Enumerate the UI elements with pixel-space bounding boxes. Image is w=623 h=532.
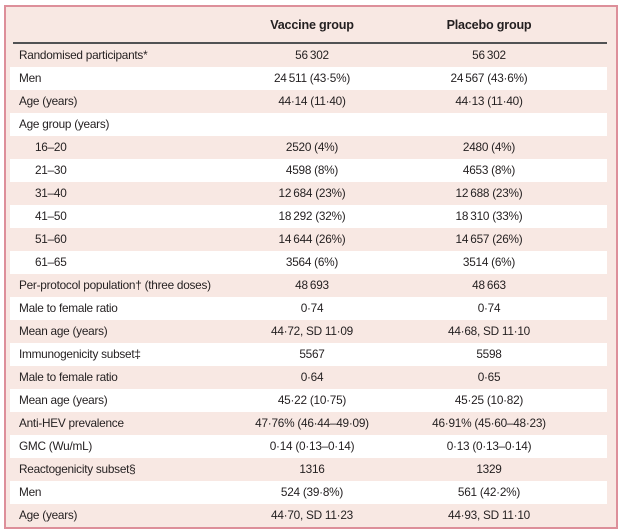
vaccine-group-value: 5567 — [299, 347, 325, 361]
vaccine-group-value: 12 684 (23%) — [278, 186, 346, 200]
row-label: Male to female ratio — [19, 370, 118, 384]
table-row: GMC (Wu/mL) 0·14 (0·13–0·14) 0·13 (0·13–0·… — [10, 434, 607, 458]
row-label: Anti-HEV prevalence — [19, 416, 124, 430]
vaccine-group-value: 524 (39·8%) — [280, 485, 344, 499]
vaccine-group-value: 0·64 — [300, 370, 324, 384]
column-header-placebo-group: Placebo group — [446, 17, 532, 32]
vaccine-group-value: 4598 (8%) — [285, 163, 339, 177]
vaccine-group-value: 24 511 (43·5%) — [273, 71, 351, 85]
vaccine-group-value: 14 644 (26%) — [278, 232, 346, 246]
placebo-group-value: 0·74 — [477, 301, 501, 315]
placebo-group-value: 561 (42·2%) — [457, 485, 521, 499]
vaccine-group-value: 44·14 (11·40) — [278, 94, 346, 108]
table-row: Male to female ratio 0·64 0·65 — [10, 366, 607, 389]
placebo-group-value: 45·25 (10·82) — [454, 393, 524, 407]
vaccine-group-value: 48 693 — [295, 278, 329, 292]
vaccine-group-value: 3564 (6%) — [285, 255, 339, 269]
placebo-group-value: 46·91% (45·60–48·23) — [432, 416, 546, 430]
table-header-row: Vaccine group Placebo group — [10, 7, 607, 42]
vaccine-group-value: 0·14 (0·13–0·14) — [269, 439, 355, 453]
placebo-group-value: 12 688 (23%) — [455, 186, 523, 200]
row-label: Immunogenicity subset‡ — [19, 347, 141, 361]
table-row: 16–20 2520 (4%) 2480 (4%) — [10, 136, 607, 159]
vaccine-group-value: 44·70, SD 11·23 — [271, 508, 353, 522]
placebo-group-value: 4653 (8%) — [462, 163, 516, 177]
vaccine-group-value: 0·74 — [300, 301, 324, 315]
table-row: Age group (years) — [10, 112, 607, 136]
table-row: Age (years) 44·70, SD 11·23 44·93, SD 11·1… — [10, 504, 607, 527]
placebo-group-value: 48 663 — [472, 278, 506, 292]
table-row: 31–40 12 684 (23%) 12 688 (23%) — [10, 182, 607, 205]
row-label: Male to female ratio — [19, 301, 118, 315]
table-row: 21–30 4598 (8%) 4653 (8%) — [10, 158, 607, 182]
placebo-group-value: 2480 (4%) — [462, 140, 516, 154]
vaccine-group-value: 45·22 (10·75) — [277, 393, 347, 407]
table-row: 61–65 3564 (6%) 3514 (6%) — [10, 250, 607, 274]
placebo-group-value: 56 302 — [472, 48, 506, 62]
row-label: Mean age (years) — [19, 324, 108, 338]
placebo-group-value: 0·65 — [477, 370, 501, 384]
row-label: 16–20 — [35, 140, 67, 154]
table-row: Reactogenicity subset§ 1316 1329 — [10, 458, 607, 481]
table-row: Immunogenicity subset‡ 5567 5598 — [10, 342, 607, 366]
row-label: Age group (years) — [19, 117, 110, 131]
table-body: Randomised participants* 56 302 56 302 Men 2… — [10, 44, 607, 527]
vaccine-group-value: 56 302 — [295, 48, 329, 62]
header-rule — [13, 42, 607, 44]
table-row: Randomised participants* 56 302 56 302 — [10, 44, 607, 67]
vaccine-group-value: 18 292 (32%) — [278, 209, 346, 223]
row-label: 31–40 — [35, 186, 67, 200]
table-row: Male to female ratio 0·74 0·74 — [10, 296, 607, 320]
row-label: Age (years) — [19, 94, 78, 108]
vaccine-group-value: 44·72, SD 11·09 — [271, 324, 353, 338]
baseline-characteristics-table: Vaccine group Placebo group Randomised p… — [4, 5, 618, 529]
placebo-group-value: 44·93, SD 11·10 — [448, 508, 530, 522]
table-row: Anti-HEV prevalence 47·76% (46·44–49·09) 4… — [10, 412, 607, 435]
placebo-group-value: 44·13 (11·40) — [455, 94, 523, 108]
row-label: Per-protocol population† (three doses) — [19, 278, 211, 292]
table-row: 51–60 14 644 (26%) 14 657 (26%) — [10, 228, 607, 251]
placebo-group-value: 5598 — [476, 347, 502, 361]
placebo-group-value: 14 657 (26%) — [455, 232, 523, 246]
row-label: GMC (Wu/mL) — [19, 439, 93, 453]
row-label: Mean age (years) — [19, 393, 108, 407]
row-label: 51–60 — [35, 232, 67, 246]
vaccine-group-value: 47·76% (46·44–49·09) — [255, 416, 369, 430]
row-label: 41–50 — [35, 209, 67, 223]
row-label: 21–30 — [35, 163, 67, 177]
vaccine-group-value: 1316 — [299, 462, 325, 476]
placebo-group-value: 1329 — [476, 462, 502, 476]
table-row: Men 524 (39·8%) 561 (42·2%) — [10, 480, 607, 504]
row-label: Reactogenicity subset§ — [19, 462, 136, 476]
table-row: Per-protocol population† (three doses) 48… — [10, 274, 607, 297]
vaccine-group-value: 2520 (4%) — [285, 140, 339, 154]
placebo-group-value: 24 567 (43·6%) — [450, 71, 528, 85]
table-row: Men 24 511 (43·5%) 24 567 (43·6%) — [10, 66, 607, 90]
placebo-group-value: 0·13 (0·13–0·14) — [446, 439, 532, 453]
table-row: Mean age (years) 45·22 (10·75) 45·25 (10·8… — [10, 388, 607, 412]
table-row: Age (years) 44·14 (11·40) 44·13 (11·40) — [10, 90, 607, 113]
placebo-group-value: 3514 (6%) — [462, 255, 516, 269]
row-label: 61–65 — [35, 255, 67, 269]
row-label: Men — [19, 485, 42, 499]
table-row: 41–50 18 292 (32%) 18 310 (33%) — [10, 204, 607, 228]
row-label: Men — [19, 71, 42, 85]
column-header-vaccine-group: Vaccine group — [270, 17, 354, 32]
row-label: Age (years) — [19, 508, 78, 522]
row-label: Randomised participants* — [19, 48, 148, 62]
placebo-group-value: 18 310 (33%) — [455, 209, 523, 223]
table-row: Mean age (years) 44·72, SD 11·09 44·68, SD… — [10, 320, 607, 343]
placebo-group-value: 44·68, SD 11·10 — [448, 324, 530, 338]
